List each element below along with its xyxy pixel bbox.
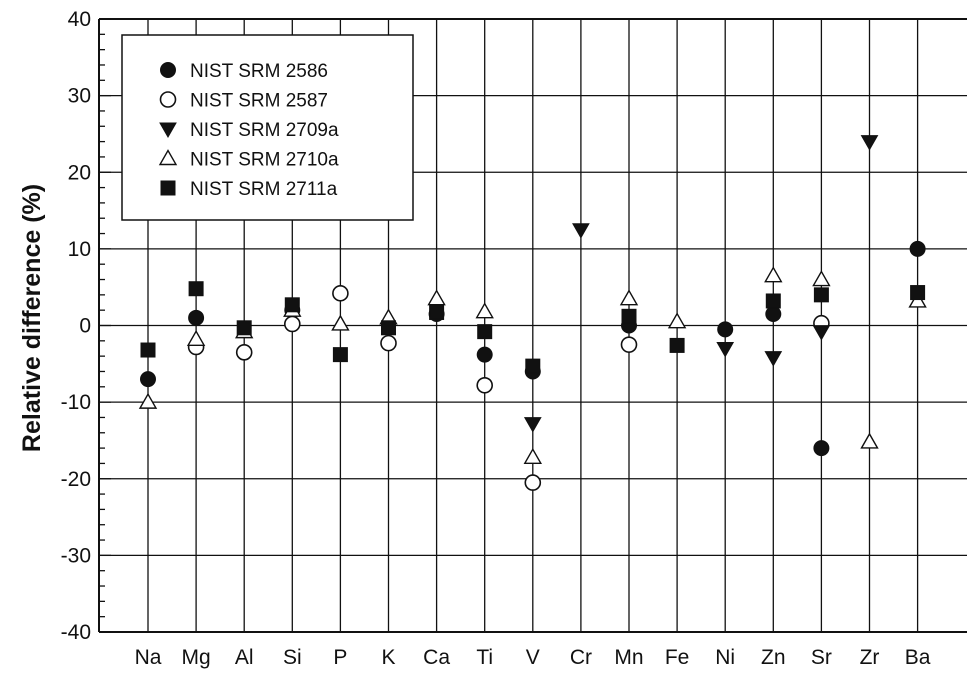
y-axis-label: Relative difference (%)	[18, 184, 46, 452]
data-point	[667, 312, 687, 329]
x-tick-label: Zr	[860, 646, 880, 669]
x-tick-label: Cr	[570, 646, 592, 669]
legend-marker	[159, 91, 177, 108]
data-point	[380, 334, 397, 352]
x-tick-label: Na	[135, 646, 162, 669]
data-point	[188, 281, 204, 297]
x-tick-label: Ni	[715, 646, 735, 669]
data-point	[477, 324, 493, 340]
legend: NIST SRM 2586 NIST SRM 2587 NIST SRM 2709a…	[121, 34, 414, 221]
data-point	[429, 304, 445, 320]
data-point	[764, 266, 783, 283]
y-tick-label: -10	[61, 391, 91, 414]
legend-entry: NIST SRM 2711a	[160, 179, 338, 200]
y-tick-label: 0	[79, 315, 91, 338]
data-point	[523, 447, 543, 464]
data-point	[523, 417, 542, 433]
legend-marker	[159, 122, 177, 139]
x-tick-label: Mg	[182, 646, 211, 669]
data-point	[284, 297, 300, 313]
data-point	[621, 308, 637, 324]
data-point	[765, 293, 781, 309]
series-3	[523, 135, 879, 433]
data-point	[525, 358, 541, 374]
data-point	[813, 287, 829, 303]
legend-label: NIST SRM 2709a	[190, 120, 339, 141]
data-point	[765, 306, 782, 323]
data-point	[476, 346, 493, 363]
data-point	[476, 376, 494, 394]
data-point	[188, 309, 205, 326]
legend-entry: NIST SRM 2587	[159, 91, 328, 112]
y-axis-ticks: -40 -30 -20 -10 0 10 20 30 40	[61, 8, 111, 644]
legend-label: NIST SRM 2586	[190, 61, 328, 82]
data-point	[381, 320, 396, 336]
legend-marker	[160, 62, 176, 78]
y-tick-label: 20	[68, 161, 91, 184]
data-point	[138, 392, 158, 409]
x-tick-label: Ti	[476, 646, 493, 669]
data-point	[524, 474, 542, 491]
x-tick-label: Zn	[761, 646, 786, 669]
data-point	[236, 320, 252, 336]
data-point	[764, 351, 783, 367]
x-tick-label: Ba	[905, 646, 931, 669]
y-tick-label: 30	[68, 85, 91, 108]
data-point	[332, 347, 348, 363]
data-point	[332, 285, 349, 302]
x-tick-label: Sr	[811, 646, 832, 669]
legend-marker	[158, 149, 178, 166]
data-point	[331, 314, 350, 331]
data-point	[813, 440, 830, 457]
data-point	[860, 432, 879, 449]
data-point	[475, 302, 494, 319]
data-point	[812, 325, 831, 341]
legend-marker	[160, 180, 176, 196]
data-point	[669, 337, 685, 353]
series-5	[140, 281, 926, 374]
legend-entry: NIST SRM 2709a	[159, 120, 339, 141]
data-point	[716, 341, 735, 358]
data-point	[186, 329, 206, 346]
y-tick-label: -20	[61, 468, 91, 491]
data-point	[860, 135, 879, 151]
data-point	[427, 289, 446, 306]
data-point	[140, 342, 156, 358]
data-point	[909, 240, 926, 257]
series-2	[187, 285, 830, 491]
data-point	[619, 289, 639, 306]
y-tick-label: 40	[68, 8, 91, 31]
x-tick-label: Al	[235, 646, 254, 669]
x-tick-label: Fe	[665, 646, 690, 669]
x-tick-label: Mn	[614, 646, 643, 669]
data-point	[717, 321, 734, 338]
x-axis-ticks: Na Mg Al Si P K Ca Ti V Cr Mn Fe Ni Zn Sr Zr Ba	[135, 646, 931, 669]
data-point	[620, 336, 638, 353]
data-point	[140, 371, 156, 388]
data-point	[812, 270, 831, 287]
data-point	[235, 344, 253, 361]
legend-entry: NIST SRM 2586	[160, 61, 328, 82]
data-point	[572, 223, 590, 239]
y-tick-label: 10	[68, 238, 91, 261]
y-tick-label: -30	[61, 544, 91, 567]
y-tick-label: -40	[61, 621, 91, 644]
legend-label: NIST SRM 2587	[190, 91, 328, 112]
data-points	[138, 135, 927, 491]
data-point	[283, 315, 301, 333]
legend-label: NIST SRM 2711a	[190, 179, 338, 200]
x-tick-label: K	[381, 646, 395, 669]
legend-label: NIST SRM 2710a	[190, 150, 339, 171]
x-tick-label: P	[333, 646, 347, 669]
x-tick-label: V	[526, 646, 540, 669]
x-tick-label: Si	[283, 646, 302, 669]
legend-entry: NIST SRM 2710a	[158, 149, 339, 171]
data-point	[910, 285, 926, 301]
x-tick-label: Ca	[423, 646, 450, 669]
